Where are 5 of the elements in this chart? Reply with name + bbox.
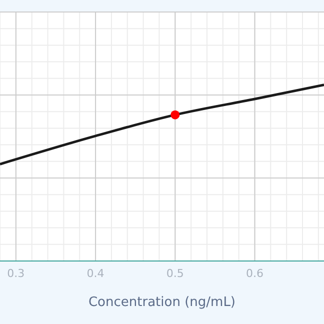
x-axis-title: Concentration (ng/mL) [88,295,236,310]
x-tick-label: 0.3 [7,266,25,280]
x-tick-label: 0.4 [86,266,104,280]
x-tick-label: 0.5 [166,266,184,280]
x-tick-label: 0.6 [246,266,264,280]
